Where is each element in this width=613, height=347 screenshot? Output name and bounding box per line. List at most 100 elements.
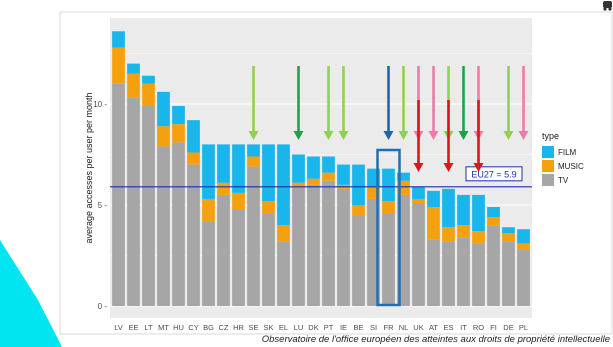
- bar-tv-ee: [127, 97, 140, 306]
- bar-music-ee: [127, 73, 140, 98]
- bar-film-lu: [292, 154, 305, 183]
- bar-music-be: [352, 205, 365, 216]
- x-tick-label: UK: [413, 323, 423, 332]
- y-tick-label: 10 -: [93, 100, 107, 109]
- x-tick-label: IE: [340, 323, 347, 332]
- bar-film-hr: [232, 144, 245, 193]
- bar-tv-pl: [517, 249, 530, 306]
- bar-music-fr: [382, 200, 395, 214]
- bar-film-pl: [517, 229, 530, 244]
- bar-film-mt: [157, 91, 170, 127]
- bar-film-nl: [397, 172, 410, 181]
- x-tick-label: BG: [203, 323, 214, 332]
- bar-tv-be: [352, 215, 365, 306]
- bar-tv-hr: [232, 209, 245, 306]
- x-tick-label: IT: [460, 323, 467, 332]
- legend-label-tv: TV: [558, 176, 569, 185]
- x-tick-label: SI: [370, 323, 377, 332]
- annotation-arrow-head: [338, 131, 349, 140]
- bar-film-sk: [262, 144, 275, 201]
- x-tick-label: CZ: [219, 323, 229, 332]
- annotation-arrow-head: [383, 131, 394, 140]
- bar-film-es: [442, 188, 455, 228]
- bar-film-ee: [127, 63, 140, 74]
- bar-film-cz: [217, 144, 230, 183]
- bar-film-at: [427, 190, 440, 208]
- x-tick-label: SE: [248, 323, 258, 332]
- source-caption: Observatoire de l'office européen des at…: [261, 334, 610, 345]
- annotation-arrow-head: [248, 131, 259, 140]
- bar-film-fr: [382, 168, 395, 201]
- annotation-arrow-head: [398, 131, 409, 140]
- bar-music-pl: [517, 243, 530, 250]
- bar-tv-at: [427, 239, 440, 306]
- accent-triangle: [0, 240, 62, 347]
- x-tick-label: FR: [384, 323, 395, 332]
- bar-music-lv: [112, 47, 125, 84]
- bar-tv-se: [247, 166, 260, 306]
- bar-tv-lu: [292, 186, 305, 306]
- bar-tv-uk: [412, 202, 425, 306]
- y-tick-label: 5 -: [98, 201, 108, 210]
- annotation-arrow-head: [323, 131, 334, 140]
- bar-film-uk: [412, 186, 425, 199]
- bar-music-lt: [142, 83, 155, 107]
- x-tick-label: EL: [279, 323, 288, 332]
- x-tick-label: DE: [503, 323, 513, 332]
- bar-tv-fr: [382, 213, 395, 306]
- bar-tv-mt: [157, 146, 170, 306]
- bar-tv-cy: [187, 164, 200, 306]
- legend-label-film: FILM: [558, 148, 577, 157]
- bar-tv-it: [457, 237, 470, 306]
- x-tick-label: LV: [114, 323, 123, 332]
- corner-logo-icon: [603, 1, 612, 11]
- x-tick-label: PT: [324, 323, 334, 332]
- top-strip: [0, 0, 613, 10]
- bar-film-ro: [472, 194, 485, 232]
- bar-music-ro: [472, 231, 485, 244]
- x-tick-label: DK: [308, 323, 318, 332]
- legend-swatch-music: [542, 160, 554, 172]
- x-tick-label: ES: [443, 323, 453, 332]
- annotation-arrow-head: [413, 163, 424, 172]
- bar-music-lu: [292, 182, 305, 187]
- bar-music-de: [502, 233, 515, 242]
- x-tick-label: FI: [490, 323, 497, 332]
- annotation-arrow-head: [503, 131, 514, 140]
- bar-music-dk: [307, 178, 320, 185]
- annotation-arrow-head: [518, 131, 529, 140]
- bar-film-be: [352, 164, 365, 205]
- x-tick-label: LT: [144, 323, 153, 332]
- bar-music-mt: [157, 126, 170, 147]
- bar-music-pt: [322, 172, 335, 181]
- bar-film-fi: [487, 207, 500, 218]
- bar-film-dk: [307, 156, 320, 179]
- bar-music-hu: [172, 124, 185, 143]
- bar-tv-dk: [307, 184, 320, 306]
- x-tick-label: LU: [294, 323, 304, 332]
- bar-tv-fi: [487, 225, 500, 306]
- bar-tv-pt: [322, 180, 335, 306]
- bar-tv-ie: [337, 188, 350, 306]
- annotation-arrow-head: [473, 163, 484, 172]
- x-tick-label: PL: [519, 323, 528, 332]
- annotation-arrow-head: [443, 163, 454, 172]
- y-axis-label: average accesses per user per month: [84, 92, 94, 243]
- bar-music-es: [442, 227, 455, 242]
- x-tick-label: AT: [429, 323, 438, 332]
- annotation-arrow-head: [458, 131, 469, 140]
- x-tick-label: BE: [353, 323, 363, 332]
- bar-music-se: [247, 156, 260, 167]
- bar-music-cz: [217, 182, 230, 195]
- bar-tv-hu: [172, 142, 185, 306]
- bar-film-lt: [142, 75, 155, 84]
- x-tick-label: MT: [158, 323, 169, 332]
- bar-music-bg: [202, 198, 215, 222]
- bar-film-se: [247, 144, 260, 157]
- x-tick-label: CY: [188, 323, 198, 332]
- x-tick-label: HR: [233, 323, 244, 332]
- y-tick-label: 0 -: [98, 302, 108, 311]
- bar-film-cy: [187, 120, 200, 153]
- bar-film-lv: [112, 31, 125, 48]
